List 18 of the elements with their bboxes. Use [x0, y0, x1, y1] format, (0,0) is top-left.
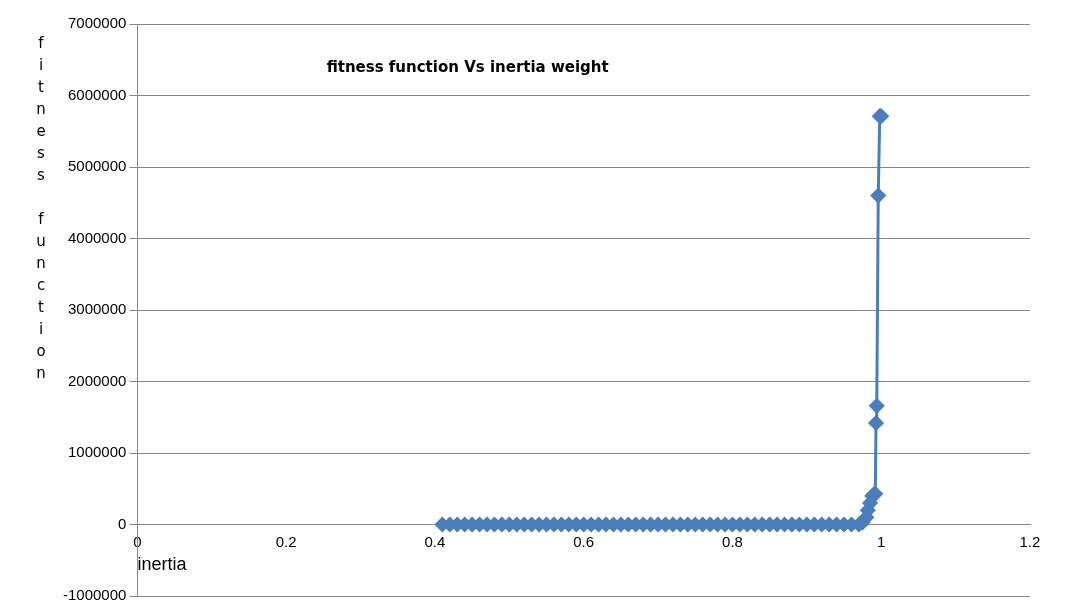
y-tick-label: 0	[118, 514, 127, 532]
y-tick-label: 7000000	[67, 14, 127, 32]
text: fitness function Vs inertia weight	[326, 57, 609, 76]
x-tick-label: 0.8	[722, 532, 743, 550]
y-axis-title: fitness function	[32, 34, 50, 386]
x-tick-label: 1	[877, 532, 886, 550]
y-tick-label: 5000000	[67, 157, 127, 175]
x-axis-title: inertia	[137, 554, 188, 575]
x-tick-label: 0.4	[424, 532, 446, 550]
y-tick-label: 1000000	[67, 443, 127, 461]
y-tick-label: -1000000	[62, 586, 127, 604]
x-tick-label: 0.2	[275, 532, 297, 550]
y-tick-label: 3000000	[67, 300, 127, 318]
y-tick-label: 2000000	[67, 371, 127, 389]
x-tick-label: 1.2	[1019, 532, 1041, 550]
y-tick-label: 6000000	[67, 85, 127, 103]
y-tick-label: 4000000	[67, 228, 127, 246]
x-tick-label: 0.6	[573, 532, 595, 550]
